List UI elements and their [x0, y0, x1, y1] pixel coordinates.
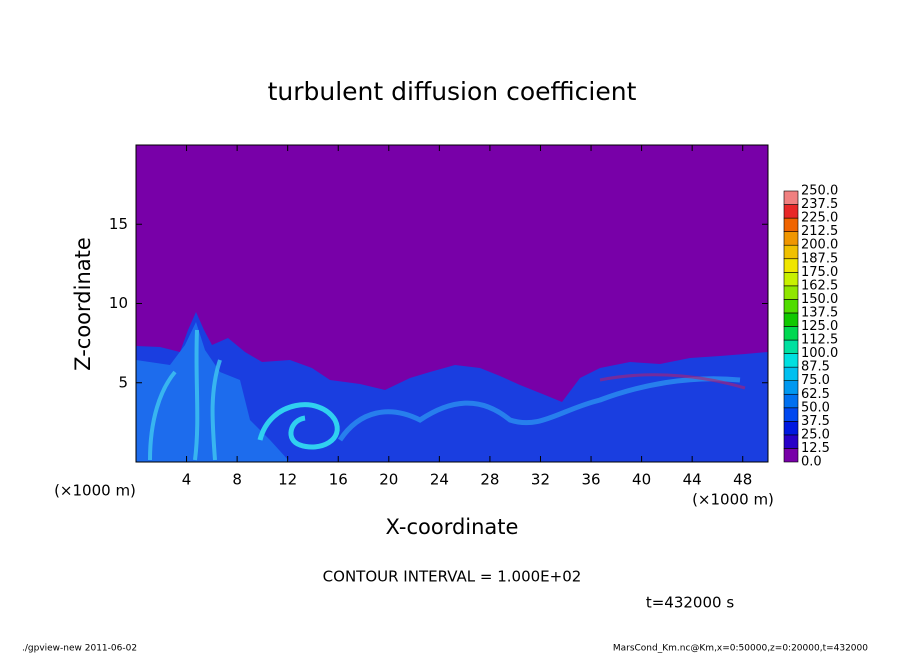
y-tick-label: 15 — [109, 215, 128, 233]
colorbar-box — [783, 366, 799, 381]
x-tick-label: 32 — [531, 471, 550, 489]
x-axis-label: X-coordinate — [386, 515, 519, 539]
colorbar-label: 0.0 — [801, 455, 822, 470]
colorbar-box — [783, 407, 799, 422]
x-tick-label: 28 — [480, 471, 499, 489]
swirl — [257, 402, 340, 450]
x-unit-right: (×1000 m) — [692, 491, 774, 509]
colorbar-label: 12.5 — [801, 441, 830, 456]
colorbar-box — [783, 204, 799, 219]
colorbar-label: 50.0 — [801, 400, 830, 415]
streaks — [148, 329, 222, 461]
colorbar-label: 150.0 — [801, 292, 838, 307]
footer-left: ./gpview-new 2011-06-02 — [22, 644, 137, 654]
colorbar-label: 87.5 — [801, 360, 830, 375]
x-tick-label: 44 — [683, 471, 702, 489]
colorbar-label: 100.0 — [801, 346, 838, 361]
contour-note: CONTOUR INTERVAL = 1.000E+02 — [323, 568, 582, 586]
colorbar-box — [783, 244, 799, 260]
colorbar-box — [783, 190, 799, 205]
colorbar-label: 75.0 — [801, 373, 830, 388]
x-tick-label: 8 — [232, 471, 242, 489]
colorbar-box — [783, 326, 799, 341]
colorbar: 0.012.525.037.550.062.575.087.5100.0112.… — [783, 184, 838, 470]
colorbar-label: 187.5 — [801, 251, 838, 266]
colorbar-box — [783, 271, 799, 287]
colorbar-box — [783, 421, 799, 436]
colorbar-label: 200.0 — [801, 238, 838, 253]
colorbar-label: 25.0 — [801, 427, 830, 442]
field — [135, 144, 769, 463]
x-tick-label: 16 — [329, 471, 348, 489]
colorbar-label: 162.5 — [801, 278, 838, 293]
y-tick-label: 10 — [109, 294, 128, 312]
colorbar-box — [783, 339, 799, 354]
colorbar-label: 175.0 — [801, 265, 838, 280]
x-unit: (×1000 m) — [54, 482, 136, 500]
colorbar-label: 112.5 — [801, 333, 838, 348]
colorbar-box — [783, 380, 799, 395]
time-note: t=432000 s — [646, 594, 734, 612]
edge — [599, 373, 746, 390]
x-tick-label: 24 — [430, 471, 449, 489]
y-tick-label: 5 — [118, 373, 128, 391]
x-tick-label: 20 — [379, 471, 398, 489]
colorbar-label: 37.5 — [801, 414, 830, 429]
footer-right: MarsCond_Km.nc@Km,x=0:50000,z=0:20000,t=… — [613, 644, 868, 654]
colorbar-box — [783, 393, 799, 409]
x-tick-label: 4 — [182, 471, 192, 489]
colorbar-label: 250.0 — [801, 184, 838, 199]
colorbar-box — [783, 312, 799, 327]
colorbar-box — [783, 258, 799, 273]
colorbar-label: 125.0 — [801, 319, 838, 334]
colorbar-label: 137.5 — [801, 305, 838, 320]
x-tick-label: 48 — [733, 471, 752, 489]
colorbar-box — [783, 353, 799, 368]
x-tick-label: 36 — [581, 471, 600, 489]
colorbar-box — [783, 231, 799, 246]
colorbar-label: 225.0 — [801, 211, 838, 226]
colorbar-box — [783, 434, 799, 449]
colorbar-label: 212.5 — [801, 224, 838, 239]
x-tick-label: 40 — [632, 471, 651, 489]
chart-title: turbulent diffusion coefficient — [268, 77, 637, 106]
colorbar-box — [783, 217, 799, 232]
colorbar-label: 237.5 — [801, 197, 838, 212]
x-tick-label: 12 — [278, 471, 297, 489]
colorbar-box — [783, 285, 799, 300]
eddies — [337, 376, 741, 442]
colorbar-box — [783, 448, 799, 463]
colorbar-box — [783, 299, 799, 314]
y-axis-label: Z-coordinate — [71, 237, 95, 371]
colorbar-label: 62.5 — [801, 387, 830, 402]
